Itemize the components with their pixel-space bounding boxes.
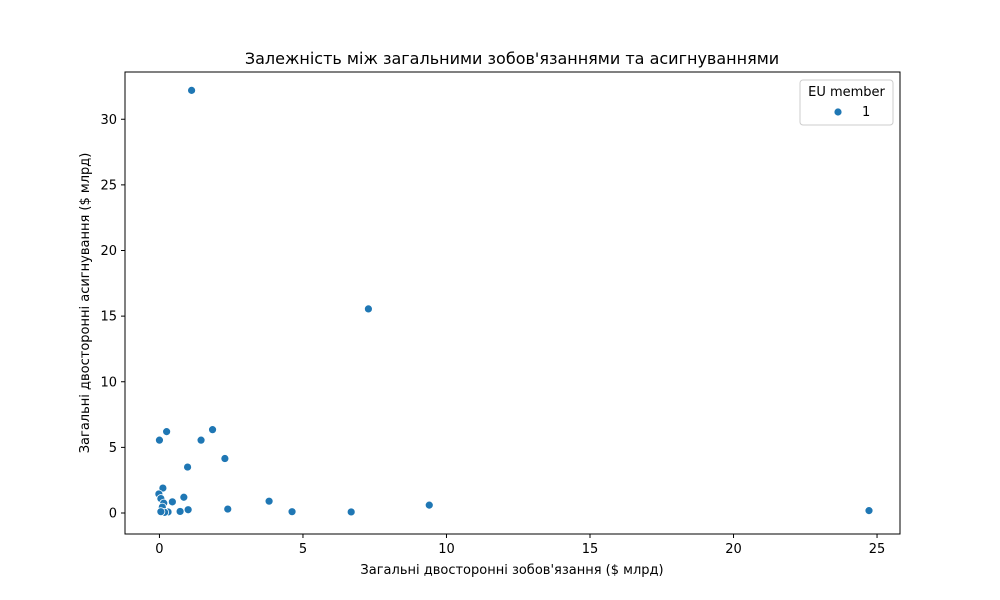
y-tick-label: 10 (100, 375, 117, 390)
chart-title: Залежність між загальними зобов'язаннями… (245, 49, 779, 68)
data-point (864, 506, 874, 516)
data-point (162, 427, 172, 437)
x-axis-label: Загальні двосторонні зобов'язання ($ млр… (360, 563, 663, 578)
x-axis-ticks: 0 5 10 15 20 25 (155, 534, 885, 557)
data-point (220, 454, 230, 463)
data-point (264, 496, 274, 506)
data-point (183, 462, 192, 472)
data-point (183, 505, 193, 515)
x-tick-label: 25 (869, 542, 886, 557)
legend-box (799, 79, 894, 126)
data-point (155, 435, 164, 445)
data-point (196, 435, 206, 445)
data-point (364, 304, 373, 314)
y-tick-label: 0 (109, 507, 117, 522)
plot-frame (124, 71, 901, 535)
x-tick-label: 0 (155, 542, 163, 557)
y-axis-ticks: 0 5 10 15 20 25 30 (100, 113, 125, 522)
x-tick-label: 10 (438, 542, 455, 557)
x-tick-label: 5 (299, 542, 307, 557)
legend: EU member 1 (799, 79, 894, 126)
data-point (187, 85, 196, 95)
y-tick-label: 15 (100, 310, 117, 325)
legend-entry-label: 1 (862, 105, 870, 120)
data-point (167, 497, 177, 507)
x-tick-label: 15 (582, 542, 599, 557)
y-axis-label: Загальні двосторонні асигнування ($ млрд… (78, 153, 93, 454)
y-tick-label: 20 (100, 244, 117, 259)
data-point (179, 492, 189, 502)
y-tick-label: 25 (100, 178, 117, 193)
data-point (287, 507, 297, 517)
data-point (223, 504, 233, 514)
data-point (175, 507, 185, 516)
y-tick-label: 5 (109, 441, 117, 456)
legend-marker (833, 107, 843, 117)
legend-title: EU member (808, 85, 885, 100)
data-point (424, 500, 434, 510)
x-tick-label: 20 (725, 542, 742, 557)
data-points (154, 85, 874, 517)
data-point (156, 507, 166, 517)
data-point (346, 507, 356, 517)
data-point (208, 425, 217, 435)
y-tick-label: 30 (100, 113, 117, 128)
